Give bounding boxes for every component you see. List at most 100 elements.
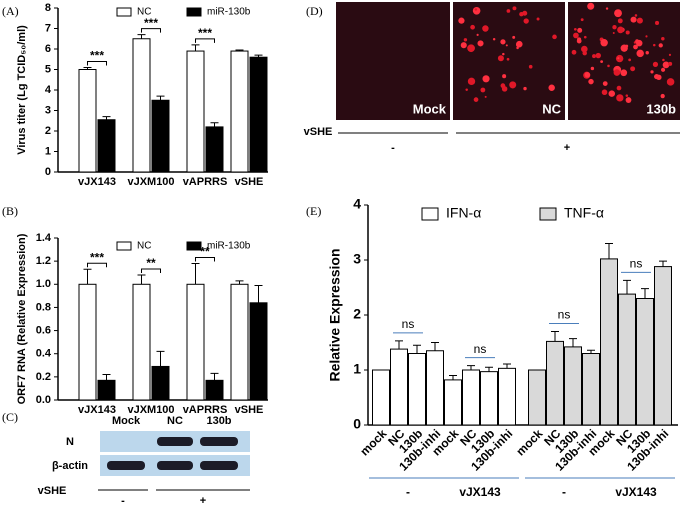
fluorescent-spot <box>616 85 622 91</box>
y-tick-label: 6 <box>45 43 51 55</box>
legend-swatch <box>186 241 202 251</box>
y-tick-label: 0 <box>353 416 361 432</box>
blot-band <box>157 461 193 470</box>
significance-bracket <box>195 38 215 43</box>
fluorescent-spot <box>615 54 624 63</box>
bar <box>372 369 390 426</box>
significance-label: ns <box>630 257 643 271</box>
significance-label: *** <box>144 16 158 30</box>
y-tick-label: 0.8 <box>36 301 51 313</box>
group-label: vJX143 <box>459 485 501 499</box>
group-label: + <box>564 142 570 154</box>
error-bar <box>191 262 200 285</box>
error-bar <box>623 279 631 295</box>
bar <box>444 379 462 426</box>
significance-bracket <box>141 268 161 274</box>
error-bar <box>467 365 475 370</box>
x-tick-label: vJX143 <box>78 176 116 188</box>
fluorescent-spot <box>592 54 596 59</box>
group-label: - <box>562 485 566 499</box>
fluorescent-spot <box>467 44 475 53</box>
panel-label: (A) <box>2 4 19 18</box>
fluorescent-spot <box>595 52 601 59</box>
fluorescent-spot <box>502 74 507 79</box>
error-bar <box>485 366 493 372</box>
blot: Mock NC 130b N β-actin vSHE - + <box>38 415 250 507</box>
image-label: Mock <box>413 101 447 116</box>
x-tick-label: vJXM100 <box>127 404 174 416</box>
fluorescent-spot <box>616 94 624 102</box>
error-bar <box>102 374 111 381</box>
fluorescent-spot <box>505 44 508 47</box>
error-bar <box>210 122 219 127</box>
fluorescent-spot <box>628 58 632 62</box>
y-axis-title: ORF7 RNA (Relative Expression) <box>16 233 28 404</box>
error-bar <box>431 342 439 351</box>
error-bar <box>83 268 92 285</box>
lane-label: 130b <box>206 415 231 427</box>
treatment-label: vSHE <box>38 485 67 497</box>
fluorescent-spot <box>509 81 517 89</box>
blot-band <box>107 461 145 470</box>
significance-bracket <box>87 60 107 66</box>
fluorescent-spot <box>608 90 616 97</box>
legend-swatch <box>186 7 202 17</box>
fluorescent-spot <box>476 33 479 36</box>
fluorescent-spot <box>630 16 637 23</box>
y-tick-label: 0.6 <box>36 324 51 336</box>
y-tick-label: 8 <box>45 2 51 14</box>
fluorescent-spot <box>463 38 468 42</box>
bar <box>528 369 546 426</box>
bar <box>408 353 426 426</box>
significance-label: ns <box>558 308 571 322</box>
fluorescent-spot <box>601 89 608 96</box>
bar <box>78 69 97 173</box>
error-bar <box>503 363 511 369</box>
error-bar <box>137 34 146 39</box>
y-tick-label: 7 <box>45 22 51 34</box>
y-tick-label: 2 <box>353 306 361 322</box>
legend-swatch <box>539 207 557 221</box>
bar <box>97 379 116 401</box>
group-label: - <box>391 142 395 154</box>
error-bar <box>551 331 559 342</box>
micrograph <box>453 2 565 120</box>
bar <box>132 283 151 401</box>
fluorescent-spot <box>548 84 555 91</box>
error-bar <box>210 372 219 381</box>
fluorescent-spot <box>633 44 638 50</box>
bar <box>546 340 564 426</box>
y-tick-label: 1.4 <box>36 232 52 244</box>
fluorescent-spot <box>516 46 519 50</box>
error-bar <box>235 280 244 285</box>
bar <box>480 371 498 426</box>
significance-bracket <box>195 256 215 262</box>
bar <box>498 367 516 426</box>
fluorescent-spot <box>634 14 638 17</box>
significance-label: ns <box>402 317 415 331</box>
fluorescent-spot <box>584 72 591 78</box>
fluorescent-spot <box>620 44 628 52</box>
fluorescent-spot <box>519 11 524 17</box>
legend-label: TNF-α <box>564 205 604 221</box>
fluorescent-spot <box>645 51 649 55</box>
fluorescent-spot <box>465 88 468 91</box>
error-bar <box>587 349 595 354</box>
error-bar <box>102 116 111 120</box>
legend-swatch <box>116 7 132 17</box>
x-tick-label: vAPRRS <box>183 176 228 188</box>
fluorescent-spot <box>645 35 648 38</box>
significance-label: *** <box>90 250 104 264</box>
bar <box>151 99 170 173</box>
bar <box>249 56 268 173</box>
fluorescent-spot <box>458 17 465 24</box>
error-bar <box>569 338 577 347</box>
panel-label: (B) <box>2 204 18 218</box>
y-tick-label: 0 <box>45 166 51 178</box>
fluorescent-spot <box>617 26 624 34</box>
bar <box>462 369 480 426</box>
significance-bracket <box>141 28 161 33</box>
legend-label: NC <box>137 7 151 18</box>
fluorescent-spot <box>660 67 666 72</box>
y-tick-label: 1.0 <box>36 278 51 290</box>
